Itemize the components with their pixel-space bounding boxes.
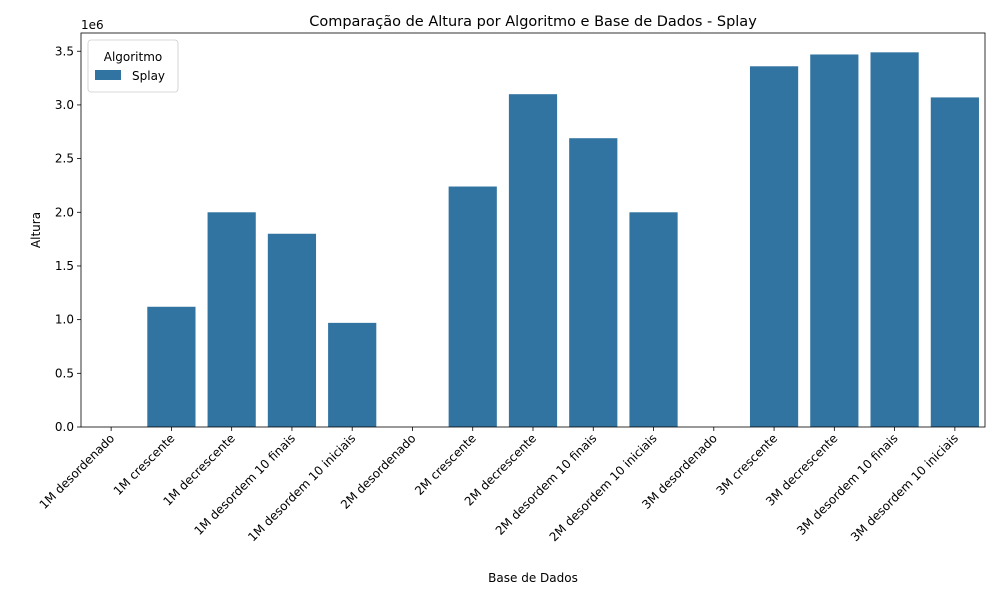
y-axis-title: Altura	[29, 212, 43, 248]
x-axis-title: Base de Dados	[488, 571, 578, 585]
legend-swatch	[95, 70, 121, 80]
x-tick-label: 2M desordem 10 iniciais	[547, 431, 660, 544]
y-tick-label: 3.0	[55, 98, 74, 112]
bar-5	[328, 322, 377, 427]
y-tick-label: 2.0	[55, 205, 74, 219]
y-tick-label: 0.0	[55, 420, 74, 434]
x-tick-label: 1M desordenado	[37, 431, 118, 512]
legend-title: Algoritmo	[104, 50, 163, 64]
y-tick-label: 3.5	[55, 44, 74, 58]
x-tick-label: 3M desordem 10 finais	[794, 431, 901, 538]
bar-3	[207, 212, 256, 427]
bar-13	[810, 54, 859, 428]
x-tick-label: 1M desordem 10 iniciais	[245, 431, 358, 544]
y-tick-label: 1.0	[55, 313, 74, 327]
y-tick-label: 1.5	[55, 259, 74, 273]
legend-box	[87, 39, 179, 93]
bar-7	[448, 186, 497, 427]
bar-15	[930, 97, 979, 427]
legend-entry-splay: Splay	[132, 69, 165, 83]
bar-12	[749, 66, 799, 428]
x-tick-label: 3M desordem 10 iniciais	[848, 431, 961, 544]
y-offset-label: 1e6	[81, 18, 104, 32]
x-tick-label: 1M crescente	[111, 431, 178, 498]
x-tick-label: 2M desordem 10 finais	[493, 431, 600, 538]
x-tick-label: 1M desordem 10 finais	[191, 431, 298, 538]
plot-frame	[80, 32, 986, 428]
x-tick-label: 2M crescente	[412, 431, 479, 498]
bar-8	[508, 94, 558, 428]
y-axis: 0.0 0.5 1.0 1.5 2.0 2.5 3.0 3.5	[55, 44, 81, 434]
y-tick-label: 2.5	[55, 152, 74, 166]
bar-4	[267, 233, 317, 427]
chart-title: Comparação de Altura por Algoritmo e Bas…	[309, 14, 757, 30]
bar-14	[870, 52, 919, 427]
bar-10	[629, 212, 678, 427]
legend: Algoritmo Splay	[87, 39, 179, 93]
y-tick-label: 0.5	[55, 366, 74, 380]
bar-2	[147, 306, 196, 427]
x-tick-label: 3M crescente	[713, 431, 780, 498]
bars-group	[147, 52, 979, 428]
bar-9	[569, 138, 618, 427]
